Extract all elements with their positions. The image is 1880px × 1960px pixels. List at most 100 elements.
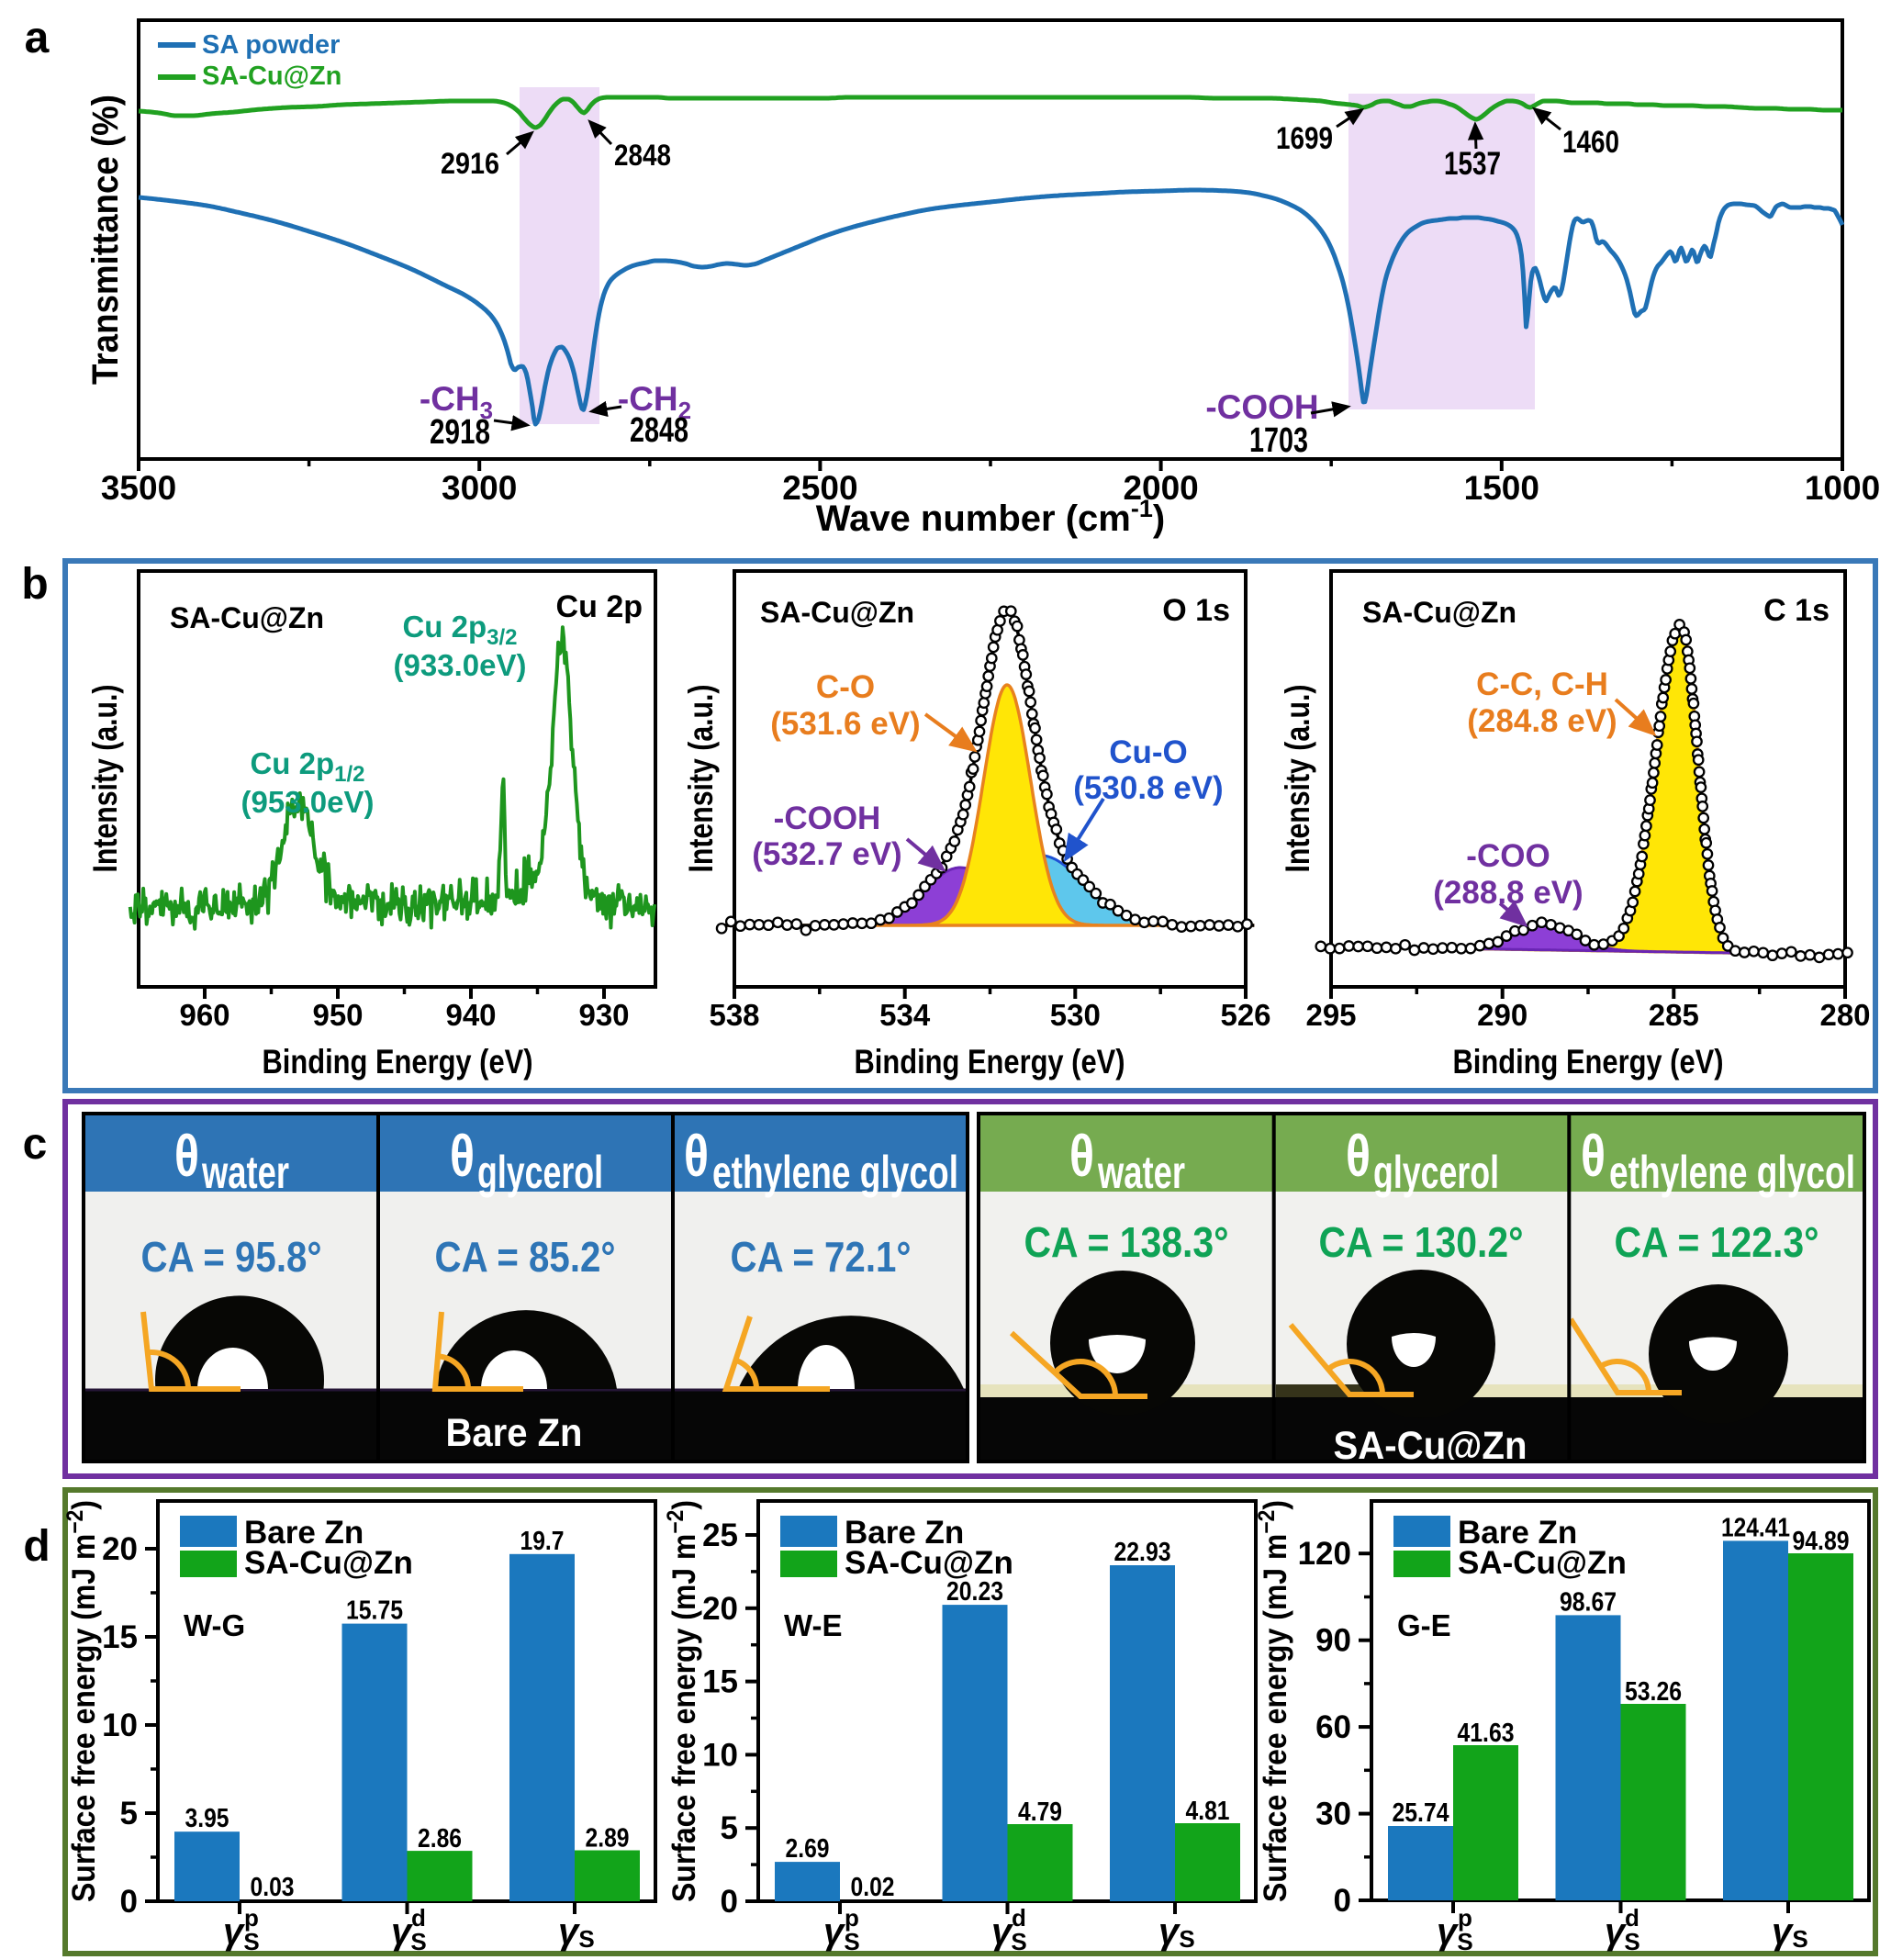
svg-text:γ: γ <box>223 1911 246 1952</box>
svg-text:γ: γ <box>1158 1911 1181 1952</box>
svg-text:S: S <box>578 1925 594 1953</box>
svg-text:Cu 2p: Cu 2p <box>556 589 643 624</box>
svg-text:ethylene glycol: ethylene glycol <box>712 1147 958 1198</box>
svg-text:SA-Cu@Zn: SA-Cu@Zn <box>170 601 324 634</box>
svg-text:S: S <box>1179 1925 1194 1953</box>
svg-text:p: p <box>1458 1904 1472 1932</box>
svg-text:Bare Zn: Bare Zn <box>1458 1515 1577 1551</box>
svg-text:2.86: 2.86 <box>418 1824 462 1854</box>
svg-text:CA = 122.3°: CA = 122.3° <box>1615 1218 1819 1266</box>
svg-text:1460: 1460 <box>1562 125 1619 160</box>
svg-text:280: 280 <box>1819 998 1870 1032</box>
svg-text:b: b <box>21 560 48 609</box>
svg-text:-COOH: -COOH <box>774 801 881 836</box>
svg-text:4.81: 4.81 <box>1186 1797 1230 1826</box>
svg-text:d: d <box>411 1904 426 1932</box>
svg-text:1699: 1699 <box>1276 121 1333 156</box>
svg-text:(530.8 eV): (530.8 eV) <box>1073 770 1223 806</box>
svg-text:W-G: W-G <box>184 1608 245 1642</box>
svg-text:94.89: 94.89 <box>1793 1527 1850 1556</box>
svg-text:0: 0 <box>120 1884 138 1920</box>
svg-text:water: water <box>1097 1147 1185 1198</box>
svg-text:(288.8 eV): (288.8 eV) <box>1433 875 1583 911</box>
svg-text:1000: 1000 <box>1805 469 1880 507</box>
svg-text:Bare Zn: Bare Zn <box>845 1515 964 1551</box>
svg-text:5: 5 <box>120 1796 138 1831</box>
svg-text:W-E: W-E <box>784 1608 843 1642</box>
svg-text:10: 10 <box>702 1737 738 1773</box>
svg-text:930: 930 <box>578 998 629 1032</box>
svg-text:γ: γ <box>991 1911 1014 1952</box>
svg-text:Intensity (a.u.): Intensity (a.u.) <box>86 685 124 873</box>
svg-text:Cu-O: Cu-O <box>1109 734 1188 770</box>
svg-text:-COO: -COO <box>1466 838 1550 874</box>
svg-text:C 1s: C 1s <box>1763 593 1830 628</box>
svg-text:θ: θ <box>1581 1123 1606 1189</box>
svg-text:water: water <box>201 1147 289 1198</box>
svg-text:285: 285 <box>1649 998 1699 1032</box>
svg-text:Intensity (a.u.): Intensity (a.u.) <box>682 685 720 873</box>
svg-text:1537: 1537 <box>1444 146 1501 182</box>
svg-text:d: d <box>1625 1904 1639 1932</box>
svg-text:d: d <box>23 1522 50 1571</box>
svg-text:295: 295 <box>1305 998 1356 1032</box>
svg-text:S: S <box>243 1928 259 1955</box>
svg-text:Surface free energy (mJ m−2): Surface free energy (mJ m−2) <box>663 1500 702 1902</box>
svg-text:p: p <box>845 1904 859 1932</box>
svg-text:15.75: 15.75 <box>346 1596 403 1626</box>
svg-text:γ: γ <box>558 1911 581 1952</box>
svg-text:20.23: 20.23 <box>946 1577 1003 1607</box>
svg-text:25: 25 <box>702 1518 738 1553</box>
svg-text:Transmittance (%): Transmittance (%) <box>85 95 126 385</box>
svg-text:1703: 1703 <box>1249 421 1308 460</box>
svg-text:41.63: 41.63 <box>1458 1719 1515 1748</box>
svg-text:2916: 2916 <box>441 147 499 180</box>
svg-text:CA = 72.1°: CA = 72.1° <box>731 1233 912 1281</box>
svg-text:(284.8 eV): (284.8 eV) <box>1467 703 1617 739</box>
svg-text:20: 20 <box>702 1591 738 1627</box>
svg-text:1500: 1500 <box>1464 469 1539 507</box>
svg-text:4.79: 4.79 <box>1018 1798 1062 1827</box>
svg-text:S: S <box>410 1928 426 1955</box>
svg-text:glycerol: glycerol <box>1373 1147 1499 1198</box>
svg-text:a: a <box>25 14 50 62</box>
svg-text:2000: 2000 <box>1123 469 1198 507</box>
svg-text:3500: 3500 <box>101 469 176 507</box>
svg-text:θ: θ <box>450 1123 475 1189</box>
svg-text:CA = 95.8°: CA = 95.8° <box>141 1233 322 1281</box>
svg-text:25.74: 25.74 <box>1393 1798 1449 1828</box>
svg-text:Bare Zn: Bare Zn <box>244 1515 364 1551</box>
svg-text:γ: γ <box>1605 1911 1628 1952</box>
svg-text:(933.0eV): (933.0eV) <box>394 648 527 682</box>
svg-text:SA-Cu@Zn: SA-Cu@Zn <box>760 596 914 629</box>
svg-text:90: 90 <box>1315 1623 1351 1659</box>
svg-text:30: 30 <box>1315 1797 1351 1832</box>
svg-text:124.41: 124.41 <box>1721 1513 1790 1542</box>
svg-text:S: S <box>1624 1928 1639 1955</box>
svg-text:SA-Cu@Zn: SA-Cu@Zn <box>845 1545 1013 1581</box>
svg-text:2.69: 2.69 <box>786 1834 830 1864</box>
svg-text:0.02: 0.02 <box>851 1873 895 1902</box>
svg-text:Surface free energy (mJ m−2): Surface free energy (mJ m−2) <box>62 1500 102 1902</box>
svg-text:2918: 2918 <box>430 413 490 452</box>
svg-text:SA powder: SA powder <box>202 30 340 60</box>
svg-text:2848: 2848 <box>614 139 671 172</box>
svg-text:(953.0eV): (953.0eV) <box>241 785 375 819</box>
svg-text:0: 0 <box>1334 1883 1351 1919</box>
svg-text:10: 10 <box>102 1708 138 1743</box>
svg-text:CA = 130.2°: CA = 130.2° <box>1319 1218 1524 1266</box>
svg-text:SA-Cu@Zn: SA-Cu@Zn <box>244 1545 413 1581</box>
svg-text:526: 526 <box>1220 998 1270 1032</box>
svg-text:2500: 2500 <box>782 469 857 507</box>
svg-text:ethylene glycol: ethylene glycol <box>1609 1147 1855 1198</box>
svg-text:C-O: C-O <box>816 669 875 705</box>
svg-text:120: 120 <box>1298 1536 1351 1572</box>
svg-text:5: 5 <box>721 1810 738 1846</box>
svg-text:98.67: 98.67 <box>1560 1587 1617 1617</box>
svg-text:Binding Energy (eV): Binding Energy (eV) <box>263 1043 533 1081</box>
svg-text:(531.6 eV): (531.6 eV) <box>770 706 920 742</box>
svg-text:θ: θ <box>684 1123 709 1189</box>
svg-text:glycerol: glycerol <box>477 1147 603 1198</box>
svg-text:O 1s: O 1s <box>1162 593 1230 628</box>
svg-text:3.95: 3.95 <box>185 1804 229 1833</box>
